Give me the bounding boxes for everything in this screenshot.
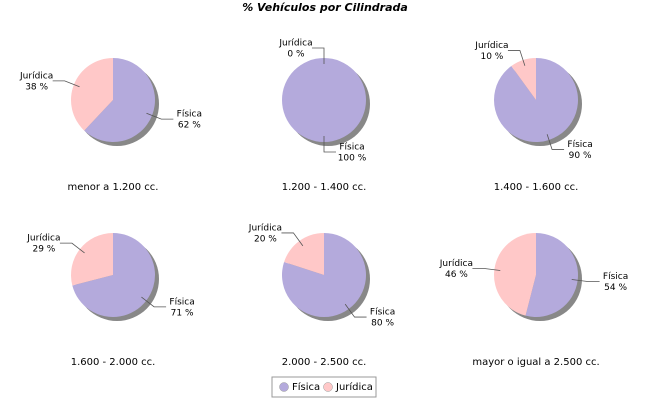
legend-label: Física xyxy=(292,381,320,393)
pie-slice xyxy=(284,233,324,275)
pie-slice xyxy=(71,58,113,131)
slice-value-label: 10 % xyxy=(480,52,503,62)
leader-line xyxy=(52,80,80,88)
slice-value-label: 62 % xyxy=(178,121,201,131)
slice-label: Jurídica xyxy=(26,234,60,244)
leader-line xyxy=(507,50,526,66)
leader-line xyxy=(323,136,336,153)
slice-value-label: 29 % xyxy=(32,245,55,255)
slice-value-label: 46 % xyxy=(445,270,468,280)
slice-value-label: 38 % xyxy=(25,82,48,92)
leader-line xyxy=(141,296,167,308)
slice-label: Jurídica xyxy=(439,259,473,269)
leader-line xyxy=(571,279,600,282)
slice-value-label: 54 % xyxy=(604,283,627,293)
pie-slice xyxy=(71,233,113,286)
leader-line xyxy=(344,303,367,318)
pie-slice xyxy=(494,233,536,316)
slice-label: Física xyxy=(339,143,364,153)
leader-line xyxy=(546,134,565,150)
leader-line xyxy=(59,242,85,254)
leader-line xyxy=(146,112,174,120)
leader-line xyxy=(281,232,304,247)
pie-slice xyxy=(511,58,536,100)
slice-value-label: 100 % xyxy=(338,154,367,164)
pie-slice xyxy=(84,58,155,142)
slice-value-label: 80 % xyxy=(371,319,394,329)
slice-label: Jurídica xyxy=(474,41,508,51)
pie-title: 1.600 - 2.000 cc. xyxy=(71,357,156,368)
slice-label: Física xyxy=(177,110,202,120)
legend-swatch xyxy=(323,382,333,392)
pie-title: menor a 1.200 cc. xyxy=(68,182,159,193)
slice-label: Física xyxy=(567,140,592,150)
legend-swatch xyxy=(279,382,289,392)
pie-title: mayor o igual a 2.500 cc. xyxy=(472,357,599,368)
pie-slice xyxy=(72,233,156,318)
slice-value-label: 0 % xyxy=(287,50,305,60)
chart-title: % Vehículos por Cilindrada xyxy=(242,1,408,14)
slice-value-label: 90 % xyxy=(569,151,592,161)
pie-slice xyxy=(525,233,579,317)
slice-label: Física xyxy=(169,297,194,307)
legend-label: Jurídica xyxy=(335,381,373,393)
pie-title: 1.400 - 1.600 cc. xyxy=(494,182,579,193)
slice-value-label: 20 % xyxy=(254,234,277,244)
leader-line xyxy=(472,268,501,271)
slice-label: Jurídica xyxy=(19,71,53,81)
slice-label: Física xyxy=(603,272,628,282)
slice-value-label: 71 % xyxy=(171,308,194,318)
pie-slice xyxy=(282,58,366,142)
slice-label: Física xyxy=(370,308,395,318)
pie-title: 2.000 - 2.500 cc. xyxy=(282,357,367,368)
pie-title: 1.200 - 1.400 cc. xyxy=(282,182,367,193)
slice-label: Jurídica xyxy=(248,223,282,233)
leader-line xyxy=(312,47,325,64)
slice-label: Jurídica xyxy=(278,39,312,49)
